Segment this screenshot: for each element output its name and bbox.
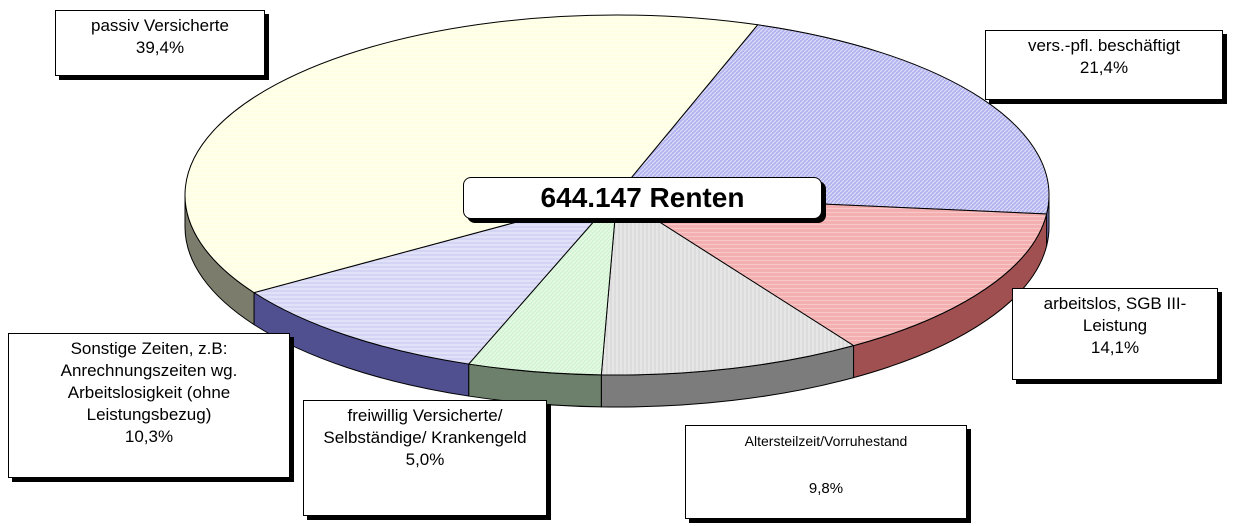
slice-label: vers.-pfl. beschäftigt 21,4% — [985, 30, 1223, 100]
category-name: arbeitslos, SGB III-Leistung — [1043, 294, 1187, 335]
pie-slice — [600, 194, 855, 376]
value-label: 14,1% — [1090, 338, 1140, 357]
category-name: vers.-pfl. beschäftigt — [1027, 36, 1181, 55]
center-label: 644.147 Renten — [463, 177, 822, 219]
value-label: 5,0% — [405, 450, 445, 469]
category-name: passiv Versicherte — [91, 16, 229, 35]
slice-label: passiv Versicherte 39,4% — [55, 10, 265, 76]
pie-slice — [252, 194, 619, 365]
pie-slice — [184, 14, 759, 294]
pie-slice — [615, 24, 1050, 215]
slice-label: freiwillig Versicherte/ Selbständige/ Kr… — [303, 400, 547, 516]
slice-label: arbeitslos, SGB III-Leistung 14,1% — [1012, 288, 1218, 380]
category-name: freiwillig Versicherte/ Selbständige/ Kr… — [323, 406, 527, 447]
pie-slice — [615, 194, 1048, 347]
category-name: Altersteilzeit/Vorruhestand — [744, 433, 908, 449]
category-name: Sonstige Zeiten, z.B: Anrechnungszeiten … — [60, 339, 238, 424]
value-label: 10,3% — [124, 427, 174, 446]
value-label: 21,4% — [1079, 58, 1129, 77]
value-label: 9,8% — [808, 480, 844, 497]
value-label: 39,4% — [135, 38, 185, 57]
slice-label: Altersteilzeit/Vorruhestand 9,8% — [685, 425, 967, 519]
slice-label: Sonstige Zeiten, z.B: Anrechnungszeiten … — [8, 333, 290, 478]
